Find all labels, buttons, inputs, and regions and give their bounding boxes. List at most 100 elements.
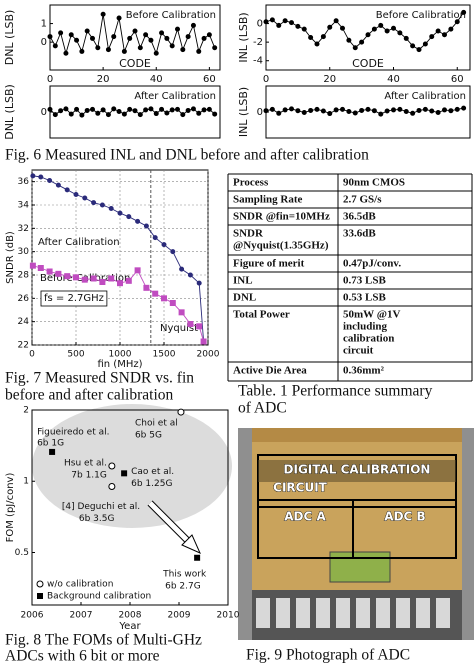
x-tick-label: 1500: [153, 350, 176, 360]
x-tick-label: 500: [67, 350, 84, 360]
data-point: [201, 35, 207, 41]
data-point: [365, 32, 371, 38]
data-point: [371, 108, 377, 114]
data-point: [117, 210, 123, 216]
data-point: [442, 32, 447, 38]
data-point: [435, 28, 441, 34]
point-label: 7b 1.1G: [71, 470, 107, 480]
data-point: [99, 279, 106, 285]
data-point: [74, 37, 80, 43]
data-point: [314, 41, 320, 47]
data-point: [448, 26, 454, 32]
data-point: [282, 107, 288, 113]
x-tick-label: 0: [29, 350, 35, 360]
annotation: After Calibration: [134, 91, 216, 102]
data-point: [169, 107, 175, 113]
data-point: [91, 200, 97, 206]
table-cell: circuit: [343, 345, 374, 357]
data-point: [148, 106, 154, 112]
y-tick-label: 0: [257, 19, 263, 30]
data-point: [263, 19, 269, 25]
data-point: [196, 323, 203, 330]
y-tick-label: 32: [18, 224, 29, 234]
data-point: [359, 39, 365, 45]
data-point: [159, 106, 165, 112]
data-point: [46, 268, 53, 275]
x-tick-label: 2008: [119, 611, 142, 621]
data-point: [164, 110, 170, 116]
data-point: [422, 41, 428, 47]
data-point: [346, 108, 352, 114]
x-axis-label: CODE: [352, 57, 384, 70]
data-point: [301, 26, 307, 32]
photo-border: [462, 428, 474, 640]
data-point: [289, 106, 294, 112]
data-point: [403, 108, 409, 114]
point-label: 6b 5G: [135, 431, 162, 441]
x-tick-label: 40: [387, 74, 400, 85]
data-point: [108, 206, 114, 211]
data-point: [79, 48, 85, 54]
table-cell: DNL: [233, 292, 256, 304]
performance-table: Process 90nm CMOS Sampling Rate 2.7 GS/s SND…: [227, 173, 473, 382]
data-point: [100, 11, 106, 17]
data-point: [289, 20, 294, 26]
data-point: [180, 47, 186, 53]
data-point: [308, 107, 314, 113]
data-point: [108, 462, 116, 470]
data-point: [461, 9, 467, 15]
data-point: [454, 19, 460, 25]
data-point: [196, 48, 202, 54]
data-point: [73, 192, 79, 197]
photo-label: CIRCUIT: [273, 481, 328, 495]
data-point: [38, 174, 44, 180]
plot-frame: [265, 4, 471, 71]
data-point: [82, 195, 88, 201]
data-point: [108, 275, 115, 282]
data-point: [206, 32, 212, 38]
data-point: [143, 107, 149, 113]
data-point: [30, 173, 36, 179]
y-tick-label: 0.5: [15, 548, 29, 558]
table-cell: Process: [233, 177, 269, 189]
y-axis-label: INL (LSB): [237, 87, 250, 137]
data-point: [84, 28, 90, 34]
data-point: [47, 178, 53, 183]
data-point: [378, 22, 384, 28]
chip-photo: DIGITAL CALIBRATION CIRCUIT ADC A ADC B: [238, 428, 474, 640]
data-point: [132, 108, 138, 114]
x-tick-label: 0: [263, 74, 269, 85]
point-label: Choi et al: [135, 419, 178, 429]
data-point: [276, 22, 282, 28]
data-point: [346, 37, 352, 43]
legend-marker: [37, 593, 43, 599]
data-point: [340, 106, 345, 112]
data-point: [37, 265, 44, 271]
data-point: [391, 107, 396, 113]
x-tick-label: 2006: [21, 611, 44, 621]
data-point: [206, 106, 212, 112]
x-tick-label: 2000: [197, 350, 220, 360]
calibration-band: [258, 460, 456, 482]
data-point: [105, 47, 111, 53]
arrow-head: [181, 534, 201, 554]
data-point: [416, 47, 422, 53]
table-cell: Active Die Area: [233, 365, 307, 377]
x-tick-label: 2010: [217, 611, 240, 621]
data-point: [403, 35, 409, 41]
data-point: [153, 50, 159, 56]
table-caption: of ADC: [238, 400, 287, 417]
data-point: [153, 111, 159, 117]
y-tick-label: 0: [257, 107, 263, 118]
data-point: [429, 108, 435, 114]
data-point: [384, 108, 390, 114]
annotation: Nyquist: [160, 323, 198, 334]
data-point: [79, 112, 85, 118]
analog-core: [329, 551, 391, 583]
data-point: [263, 108, 269, 114]
data-point: [117, 280, 123, 287]
data-point: [175, 26, 180, 32]
x-tick-label: 40: [150, 74, 163, 85]
table-cell: 50mW @1V: [343, 309, 400, 321]
data-point: [327, 111, 333, 117]
